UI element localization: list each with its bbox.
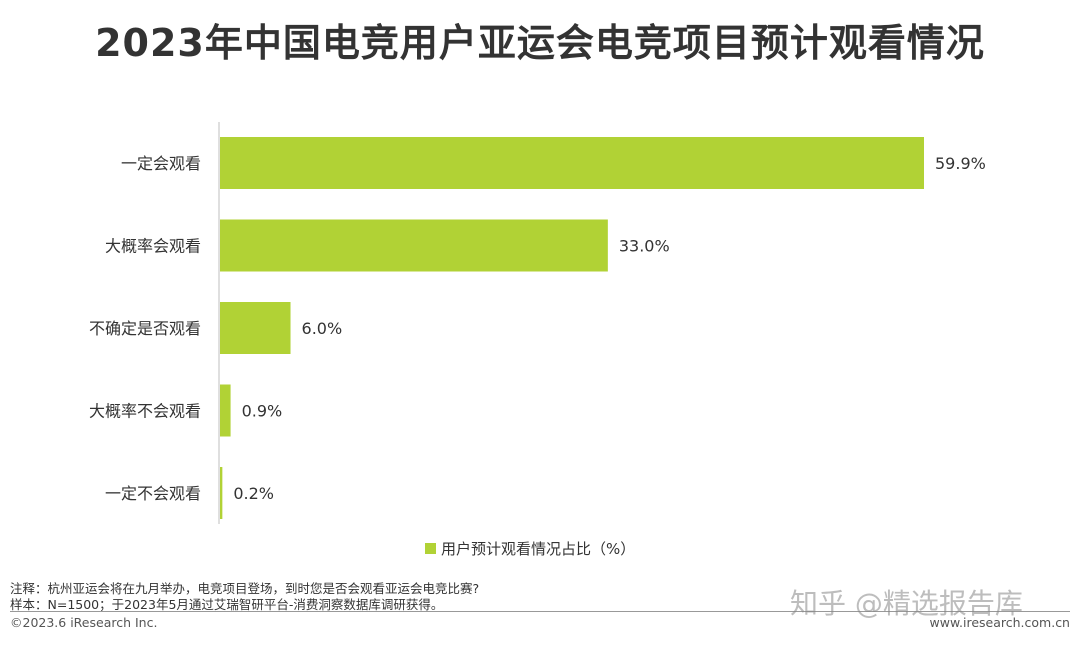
watermark: 知乎 @精选报告库: [790, 587, 1023, 620]
bar: [220, 219, 608, 272]
footer-divider: [10, 611, 1070, 612]
value-label: 0.2%: [233, 484, 274, 503]
value-label: 6.0%: [302, 319, 343, 338]
chart-note: 注释：杭州亚运会将在九月举办，电竞项目登场，到时您是否会观看亚运会电竞比赛?: [10, 581, 480, 596]
value-label: 0.9%: [242, 402, 283, 421]
legend-label: 用户预计观看情况占比（%）: [441, 540, 635, 558]
bar-chart: 一定会观看 59.9% 大概率会观看 33.0% 不确定是否观看 6.0% 大概率不会观看 0…: [89, 122, 986, 558]
category-label: 一定会观看: [121, 154, 201, 173]
value-label: 33.0%: [619, 237, 670, 256]
category-label: 一定不会观看: [105, 484, 201, 503]
bar: [220, 384, 231, 437]
copyright-text: ©2023.6 iResearch Inc.: [10, 615, 158, 630]
bar: [220, 302, 291, 354]
bar: [220, 137, 924, 189]
value-label: 59.9%: [935, 154, 986, 173]
category-label: 不确定是否观看: [89, 319, 201, 338]
category-label: 大概率不会观看: [89, 402, 201, 421]
legend-swatch: [425, 543, 436, 554]
chart-title: 2023年中国电竞用户亚运会电竞项目预计观看情况: [95, 21, 985, 65]
category-label: 大概率会观看: [105, 237, 201, 256]
website-link[interactable]: www.iresearch.com.cn: [929, 615, 1071, 630]
sample-note: 样本：N=1500；于2023年5月通过艾瑞智研平台-消费洞察数据库调研获得。: [10, 597, 444, 612]
bar: [220, 467, 223, 519]
